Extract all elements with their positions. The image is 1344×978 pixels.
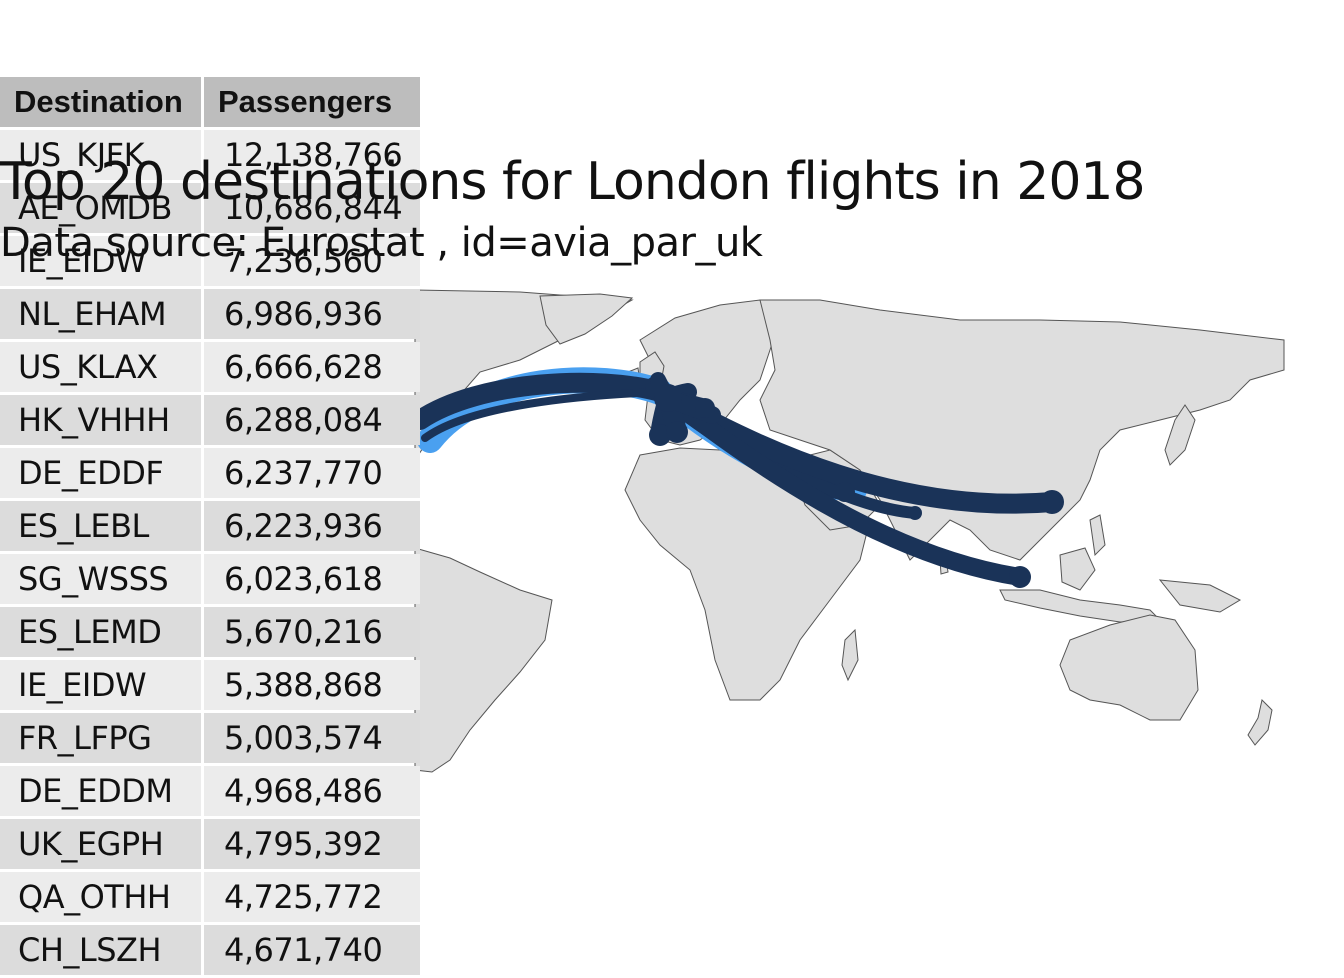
land-philippines	[1089, 514, 1106, 557]
cell-passengers: 5,003,574	[204, 713, 421, 763]
route-london-lax	[421, 388, 664, 442]
endpoint-dubai	[835, 482, 855, 502]
cell-passengers: 4,968,486	[204, 766, 421, 816]
land-madagascar	[841, 628, 859, 682]
table-row: IE_EIDW 7,236,560	[0, 236, 421, 286]
cell-passengers: 6,023,618	[204, 554, 421, 604]
table-row: UK_EGPH 4,795,392	[0, 819, 421, 869]
cell-destination: FR_LFPG	[0, 713, 201, 763]
cell-destination: NL_EHAM	[0, 289, 201, 339]
endpoint-barcelona	[666, 421, 688, 443]
land-new-guinea	[1158, 579, 1242, 613]
destinations-table: Destination Passengers US_KJFK 12,138,766…	[0, 74, 423, 978]
endpoint-india	[908, 506, 922, 520]
cell-destination: UK_EGPH	[0, 819, 201, 869]
table-row: US_KJFK 12,138,766	[0, 130, 421, 180]
cell-passengers: 6,666,628	[204, 342, 421, 392]
land-australia	[1059, 614, 1199, 721]
table-row: CH_LSZH 4,671,740	[0, 925, 421, 975]
cell-passengers: 6,237,770	[204, 448, 421, 498]
land-borneo	[1059, 547, 1096, 591]
cell-destination: ES_LEBL	[0, 501, 201, 551]
map-title: Top 20 destinations for London flights i…	[0, 152, 1146, 212]
endpoint-london	[654, 384, 682, 412]
cell-passengers: 12,138,766	[204, 130, 421, 180]
table-header-row: Destination Passengers	[0, 77, 421, 127]
table-row: DE_EDDF 6,237,770	[0, 448, 421, 498]
table-row: IE_EIDW 5,388,868	[0, 660, 421, 710]
cell-destination: IE_EIDW	[0, 236, 201, 286]
table-row: QA_OTHH 4,725,772	[0, 872, 421, 922]
cell-destination: SG_WSSS	[0, 554, 201, 604]
route-endpoints	[649, 384, 1064, 588]
land-masses	[414, 289, 1285, 773]
cell-destination: AE_OMDB	[0, 183, 201, 233]
cell-passengers: 5,670,216	[204, 607, 421, 657]
map-subtitle: Data source: Eurostat , id=avia_par_uk	[0, 220, 763, 266]
cell-passengers: 6,223,936	[204, 501, 421, 551]
cell-passengers: 4,725,772	[204, 872, 421, 922]
cell-passengers: 7,236,560	[204, 236, 421, 286]
cell-destination: DE_EDDF	[0, 448, 201, 498]
table-row: AE_OMDB 10,686,844	[0, 183, 421, 233]
land-greenland	[539, 293, 634, 345]
land-japan	[1164, 404, 1196, 466]
table-row: SG_WSSS 6,023,618	[0, 554, 421, 604]
endpoint-hongkong	[1040, 490, 1064, 514]
cell-destination: IE_EIDW	[0, 660, 201, 710]
cell-passengers: 5,388,868	[204, 660, 421, 710]
table-row: US_KLAX 6,666,628	[0, 342, 421, 392]
cell-destination: QA_OTHH	[0, 872, 201, 922]
cell-passengers: 6,986,936	[204, 289, 421, 339]
cell-destination: CH_LSZH	[0, 925, 201, 975]
cell-passengers: 6,288,084	[204, 395, 421, 445]
table-row: HK_VHHH 6,288,084	[0, 395, 421, 445]
table-row: FR_LFPG 5,003,574	[0, 713, 421, 763]
cell-passengers: 10,686,844	[204, 183, 421, 233]
table-body: US_KJFK 12,138,766 AE_OMDB 10,686,844 IE_EID…	[0, 130, 421, 975]
column-header-passengers: Passengers	[204, 77, 421, 127]
land-indonesia	[999, 589, 1162, 623]
endpoint-madrid	[649, 424, 671, 446]
cell-passengers: 4,795,392	[204, 819, 421, 869]
route-london-singapore	[659, 389, 1029, 586]
endpoint-singapore	[1009, 566, 1031, 588]
cell-destination: ES_LEMD	[0, 607, 201, 657]
cell-destination: DE_EDDM	[0, 766, 201, 816]
cell-destination: US_KLAX	[0, 342, 201, 392]
table-row: NL_EHAM 6,986,936	[0, 289, 421, 339]
cell-destination: US_KJFK	[0, 130, 201, 180]
table-row: ES_LEMD 5,670,216	[0, 607, 421, 657]
table-row: DE_EDDM 4,968,486	[0, 766, 421, 816]
table-row: ES_LEBL 6,223,936	[0, 501, 421, 551]
column-header-destination: Destination	[0, 77, 201, 127]
land-new-zealand	[1247, 699, 1273, 746]
endpoint-frankfurt	[695, 398, 715, 418]
route-london-jfk	[410, 372, 670, 430]
land-south-america	[414, 547, 553, 773]
cell-destination: HK_VHHH	[0, 395, 201, 445]
cell-passengers: 4,671,740	[204, 925, 421, 975]
